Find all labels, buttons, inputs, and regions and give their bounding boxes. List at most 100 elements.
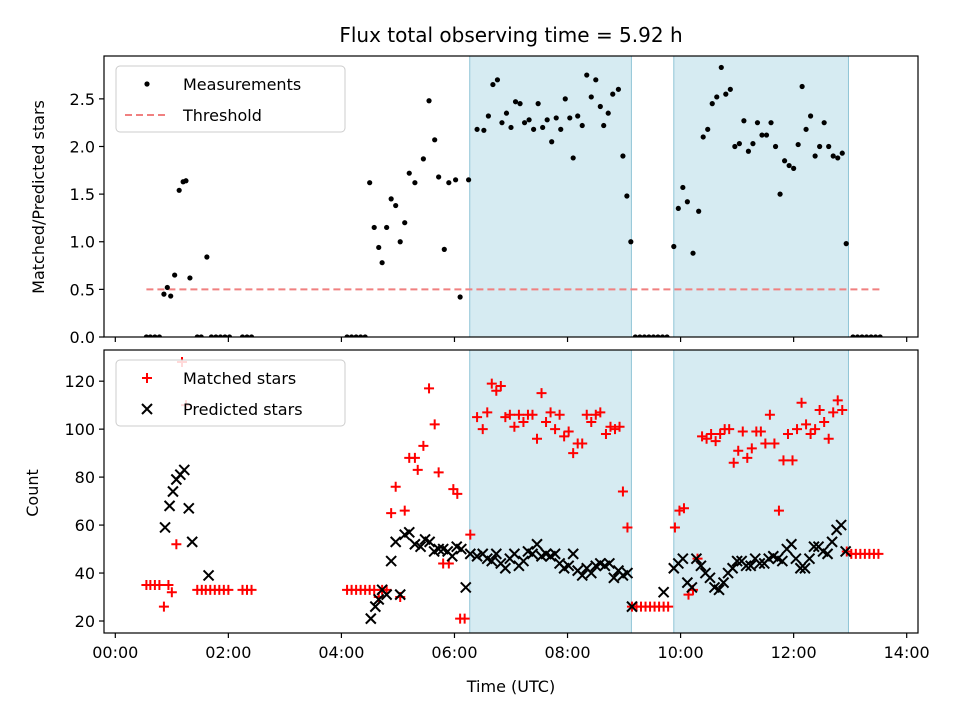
plus-point-s0-123 <box>810 424 821 435</box>
cross-point-s1-76 <box>704 572 716 584</box>
dot-point-s0-60 <box>531 126 537 132</box>
cross-point-s1-29 <box>455 543 467 555</box>
plus-point-s0-72 <box>577 438 588 449</box>
dot-point-s0-13 <box>198 334 204 337</box>
bottom-y-axis-label: Count <box>23 469 42 517</box>
cross-point-s1-24 <box>432 543 445 555</box>
cross-point-s1-16 <box>394 588 406 601</box>
cross-point-s1-40 <box>508 548 521 560</box>
dot-point-s0-128 <box>839 150 845 156</box>
cross-point-s1-81 <box>726 562 739 574</box>
dot-point-s0-102 <box>723 91 729 97</box>
x-tick-label: 00:00 <box>92 643 138 662</box>
plus-point-s0-112 <box>760 438 771 449</box>
plus-point-s0-115 <box>773 505 784 516</box>
plus-point-s0-66 <box>550 424 561 435</box>
dot-point-s0-53 <box>499 120 505 126</box>
dot-point-s0-116 <box>786 162 792 169</box>
y-tick-label: 2.0 <box>70 137 95 156</box>
legend-plus-swatch <box>142 373 152 383</box>
plus-point-s0-41 <box>433 467 444 478</box>
cross-point-s1-52 <box>562 560 575 572</box>
plus-point-s0-118 <box>787 455 798 466</box>
chart-title: Flux total observing time = 5.92 h <box>339 23 682 47</box>
legend-dot-swatch <box>144 81 150 87</box>
plus-point-s0-109 <box>746 443 757 454</box>
y-tick-label: 100 <box>64 420 95 439</box>
dot-point-s0-4 <box>161 291 167 297</box>
dot-point-s0-29 <box>371 224 377 231</box>
y-tick-label: 60 <box>75 516 95 535</box>
dot-point-s0-89 <box>659 334 666 337</box>
cross-point-s1-7 <box>186 536 198 548</box>
dot-point-s0-91 <box>671 243 677 250</box>
plus-point-s0-122 <box>805 428 816 439</box>
x-tick-label: 14:00 <box>884 643 930 662</box>
cross-point-s1-6 <box>183 502 195 514</box>
dot-point-s0-87 <box>650 334 657 337</box>
cross-point-s1-35 <box>486 555 498 567</box>
plus-point-s0-3 <box>154 580 165 591</box>
cross-point-s1-13 <box>380 588 393 601</box>
plus-point-s0-99 <box>701 433 712 444</box>
plus-point-s0-81 <box>617 486 628 497</box>
cross-point-s1-49 <box>549 548 561 560</box>
dot-point-s0-31 <box>379 260 385 266</box>
plus-point-s0-120 <box>796 397 807 408</box>
cross-point-s1-72 <box>686 581 698 594</box>
cross-point-s1-82 <box>731 555 743 567</box>
dot-point-s0-47 <box>466 177 472 183</box>
dot-point-s0-42 <box>436 174 442 180</box>
y-tick-label: 0.5 <box>70 280 95 299</box>
dot-point-s0-83 <box>632 334 638 337</box>
plus-point-s0-74 <box>586 416 597 427</box>
plus-point-s0-116 <box>778 455 789 466</box>
plus-point-s0-106 <box>733 445 744 456</box>
cross-point-s1-85 <box>744 560 757 572</box>
dot-point-s0-93 <box>680 184 686 191</box>
dot-point-s0-22 <box>248 334 255 337</box>
plus-point-s0-91 <box>663 601 674 612</box>
cross-point-s1-15 <box>389 536 402 548</box>
cross-point-s1-2 <box>167 485 179 498</box>
dot-point-s0-8 <box>176 187 182 193</box>
dot-point-s0-7 <box>172 272 178 278</box>
dot-point-s0-26 <box>358 334 364 337</box>
cross-point-s1-96 <box>794 562 807 574</box>
dot-point-s0-48 <box>474 126 480 132</box>
dot-point-s0-76 <box>601 122 607 129</box>
cross-point-s1-92 <box>776 555 789 567</box>
dot-point-s0-19 <box>226 334 233 337</box>
dot-point-s0-21 <box>244 334 250 337</box>
plus-point-s0-47 <box>459 613 470 624</box>
dot-point-s0-17 <box>217 334 224 337</box>
dot-point-s0-127 <box>835 155 841 161</box>
cross-point-s1-99 <box>808 540 820 553</box>
cross-point-s1-66 <box>626 600 638 613</box>
dot-point-s0-100 <box>714 94 720 100</box>
plus-point-s0-94 <box>678 503 689 514</box>
legend-entry-label: Predicted stars <box>183 400 303 419</box>
dot-point-s0-50 <box>485 113 491 119</box>
dot-point-s0-105 <box>736 141 742 147</box>
dot-point-s0-5 <box>164 284 170 291</box>
plus-point-s0-6 <box>166 587 177 598</box>
y-tick-label: 120 <box>64 372 95 391</box>
dot-point-s0-90 <box>664 334 670 337</box>
plus-point-s0-64 <box>541 416 552 427</box>
dot-point-s0-59 <box>526 117 532 123</box>
dot-point-s0-82 <box>628 239 634 245</box>
dot-point-s0-69 <box>570 155 576 161</box>
cross-point-s1-57 <box>585 567 597 579</box>
dot-point-s0-30 <box>376 244 382 251</box>
cross-point-s1-27 <box>446 550 458 562</box>
cross-point-s1-98 <box>803 552 816 565</box>
plus-point-s0-126 <box>823 433 834 444</box>
plus-point-s0-45 <box>452 488 463 499</box>
cross-point-s1-55 <box>576 569 588 582</box>
plus-point-s0-52 <box>486 378 497 389</box>
dot-point-s0-81 <box>624 193 630 199</box>
dot-point-s0-112 <box>768 120 774 126</box>
plus-point-s0-57 <box>509 421 520 432</box>
